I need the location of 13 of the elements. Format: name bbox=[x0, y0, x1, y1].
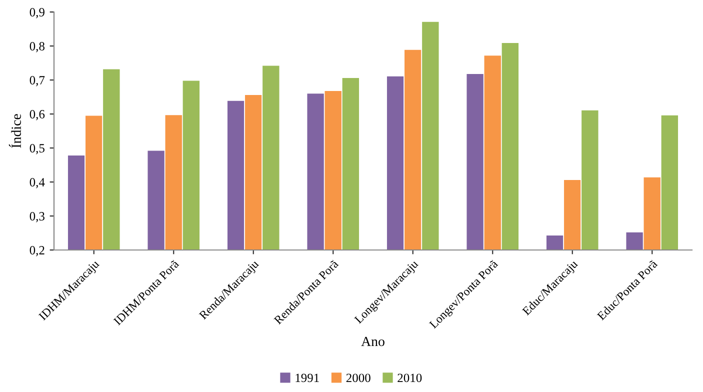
legend-label: 1991 bbox=[296, 374, 319, 382]
y-tick-label: 0,7 bbox=[30, 76, 45, 86]
y-tick-label: 0,5 bbox=[30, 144, 44, 154]
y-tick-label: 0,9 bbox=[30, 8, 44, 18]
legend-label: 2000 bbox=[346, 374, 370, 382]
x-axis-title: Ano bbox=[361, 336, 384, 346]
y-axis-title: Índice bbox=[8, 114, 21, 148]
legend-label: 2010 bbox=[398, 374, 422, 382]
y-tick-label: 0,4 bbox=[30, 178, 45, 188]
y-tick-label: 0,8 bbox=[30, 42, 44, 52]
y-tick-label: 0,6 bbox=[30, 110, 45, 120]
y-tick-label: 0,3 bbox=[30, 212, 44, 222]
y-tick-label: 0,2 bbox=[30, 246, 44, 256]
